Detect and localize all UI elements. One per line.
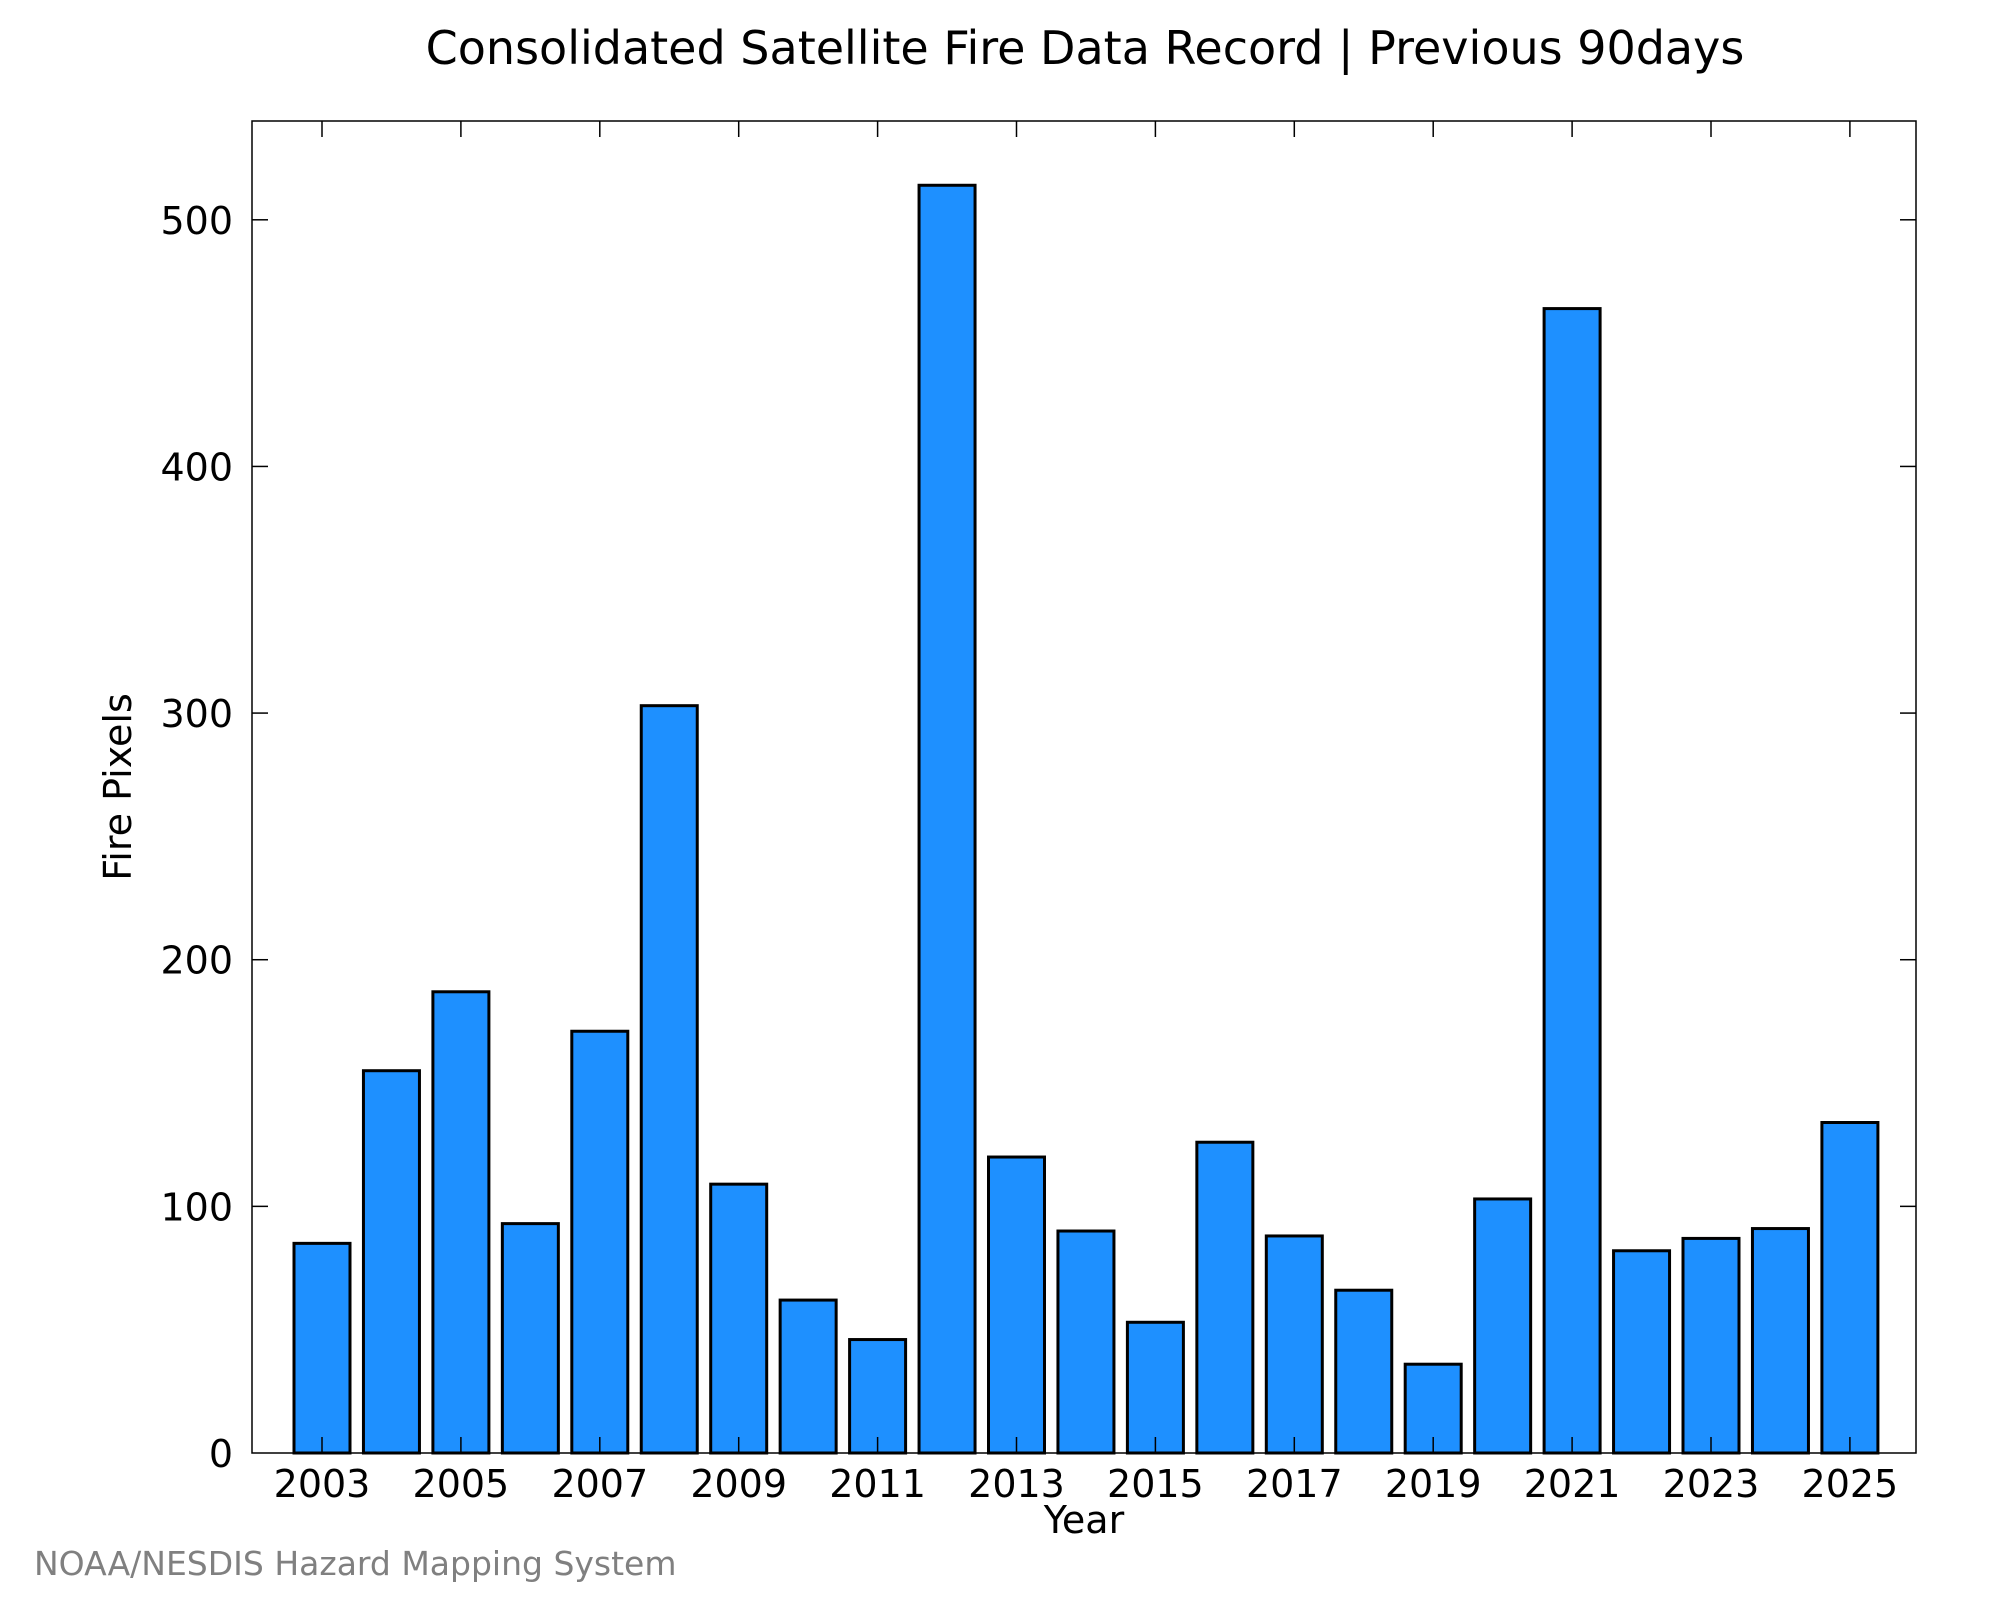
bar-2005 (431, 990, 491, 1455)
bar-2012 (917, 183, 977, 1455)
y-tick-label-0: 0 (209, 1432, 233, 1476)
x-tick-label-2023: 2023 (1663, 1462, 1760, 1506)
y-tick-label-300: 300 (160, 692, 233, 736)
bar-2016 (1195, 1140, 1255, 1455)
bar-2021 (1542, 307, 1602, 1455)
chart-title: Consolidated Satellite Fire Data Record … (426, 21, 1745, 76)
x-tick-label-2013: 2013 (968, 1462, 1065, 1506)
x-tick-label-2015: 2015 (1107, 1462, 1204, 1506)
bar-2025 (1820, 1121, 1880, 1455)
bar-2006 (500, 1222, 560, 1455)
bar-2014 (1056, 1229, 1116, 1455)
y-tick-label-200: 200 (160, 939, 233, 983)
bar-2017 (1264, 1234, 1324, 1455)
y-tick-label-400: 400 (160, 445, 233, 489)
y-tick-label-500: 500 (160, 199, 233, 243)
x-tick-label-2017: 2017 (1246, 1462, 1343, 1506)
plot-frame (251, 120, 1917, 1454)
y-tick-label-100: 100 (160, 1185, 233, 1229)
bar-2011 (848, 1338, 908, 1455)
bar-2010 (778, 1298, 838, 1455)
bars-layer (292, 183, 1880, 1455)
bar-2013 (987, 1155, 1046, 1455)
x-tick-label-2009: 2009 (690, 1462, 787, 1506)
bar-2009 (709, 1182, 769, 1455)
bar-2024 (1750, 1227, 1810, 1455)
x-tick-label-2003: 2003 (274, 1462, 371, 1506)
x-tick-label-2019: 2019 (1385, 1462, 1482, 1506)
bar-2018 (1334, 1288, 1394, 1455)
bar-2008 (639, 704, 699, 1455)
x-axis-ticks: 2003 2005 2007 2009 2011 2013 2015 2017 2019 2021… (274, 121, 1899, 1506)
x-tick-label-2007: 2007 (551, 1462, 648, 1506)
x-tick-label-2025: 2025 (1802, 1462, 1899, 1506)
y-axis-ticks: 0 100 200 300 400 500 (160, 199, 1916, 1476)
bar-2020 (1473, 1197, 1533, 1455)
credit-text: NOAA/NESDIS Hazard Mapping System (34, 1544, 677, 1583)
bar-2004 (361, 1069, 421, 1455)
x-tick-label-2021: 2021 (1524, 1462, 1621, 1506)
y-axis-label: Fire Pixels (96, 693, 140, 881)
x-tick-label-2011: 2011 (829, 1462, 926, 1506)
x-tick-label-2005: 2005 (413, 1462, 510, 1506)
bar-2023 (1681, 1236, 1741, 1455)
bar-2003 (292, 1241, 352, 1455)
bar-2007 (570, 1029, 630, 1455)
bar-2015 (1125, 1320, 1185, 1455)
bar-2022 (1612, 1249, 1672, 1455)
x-axis-label: Year (1043, 1498, 1125, 1542)
